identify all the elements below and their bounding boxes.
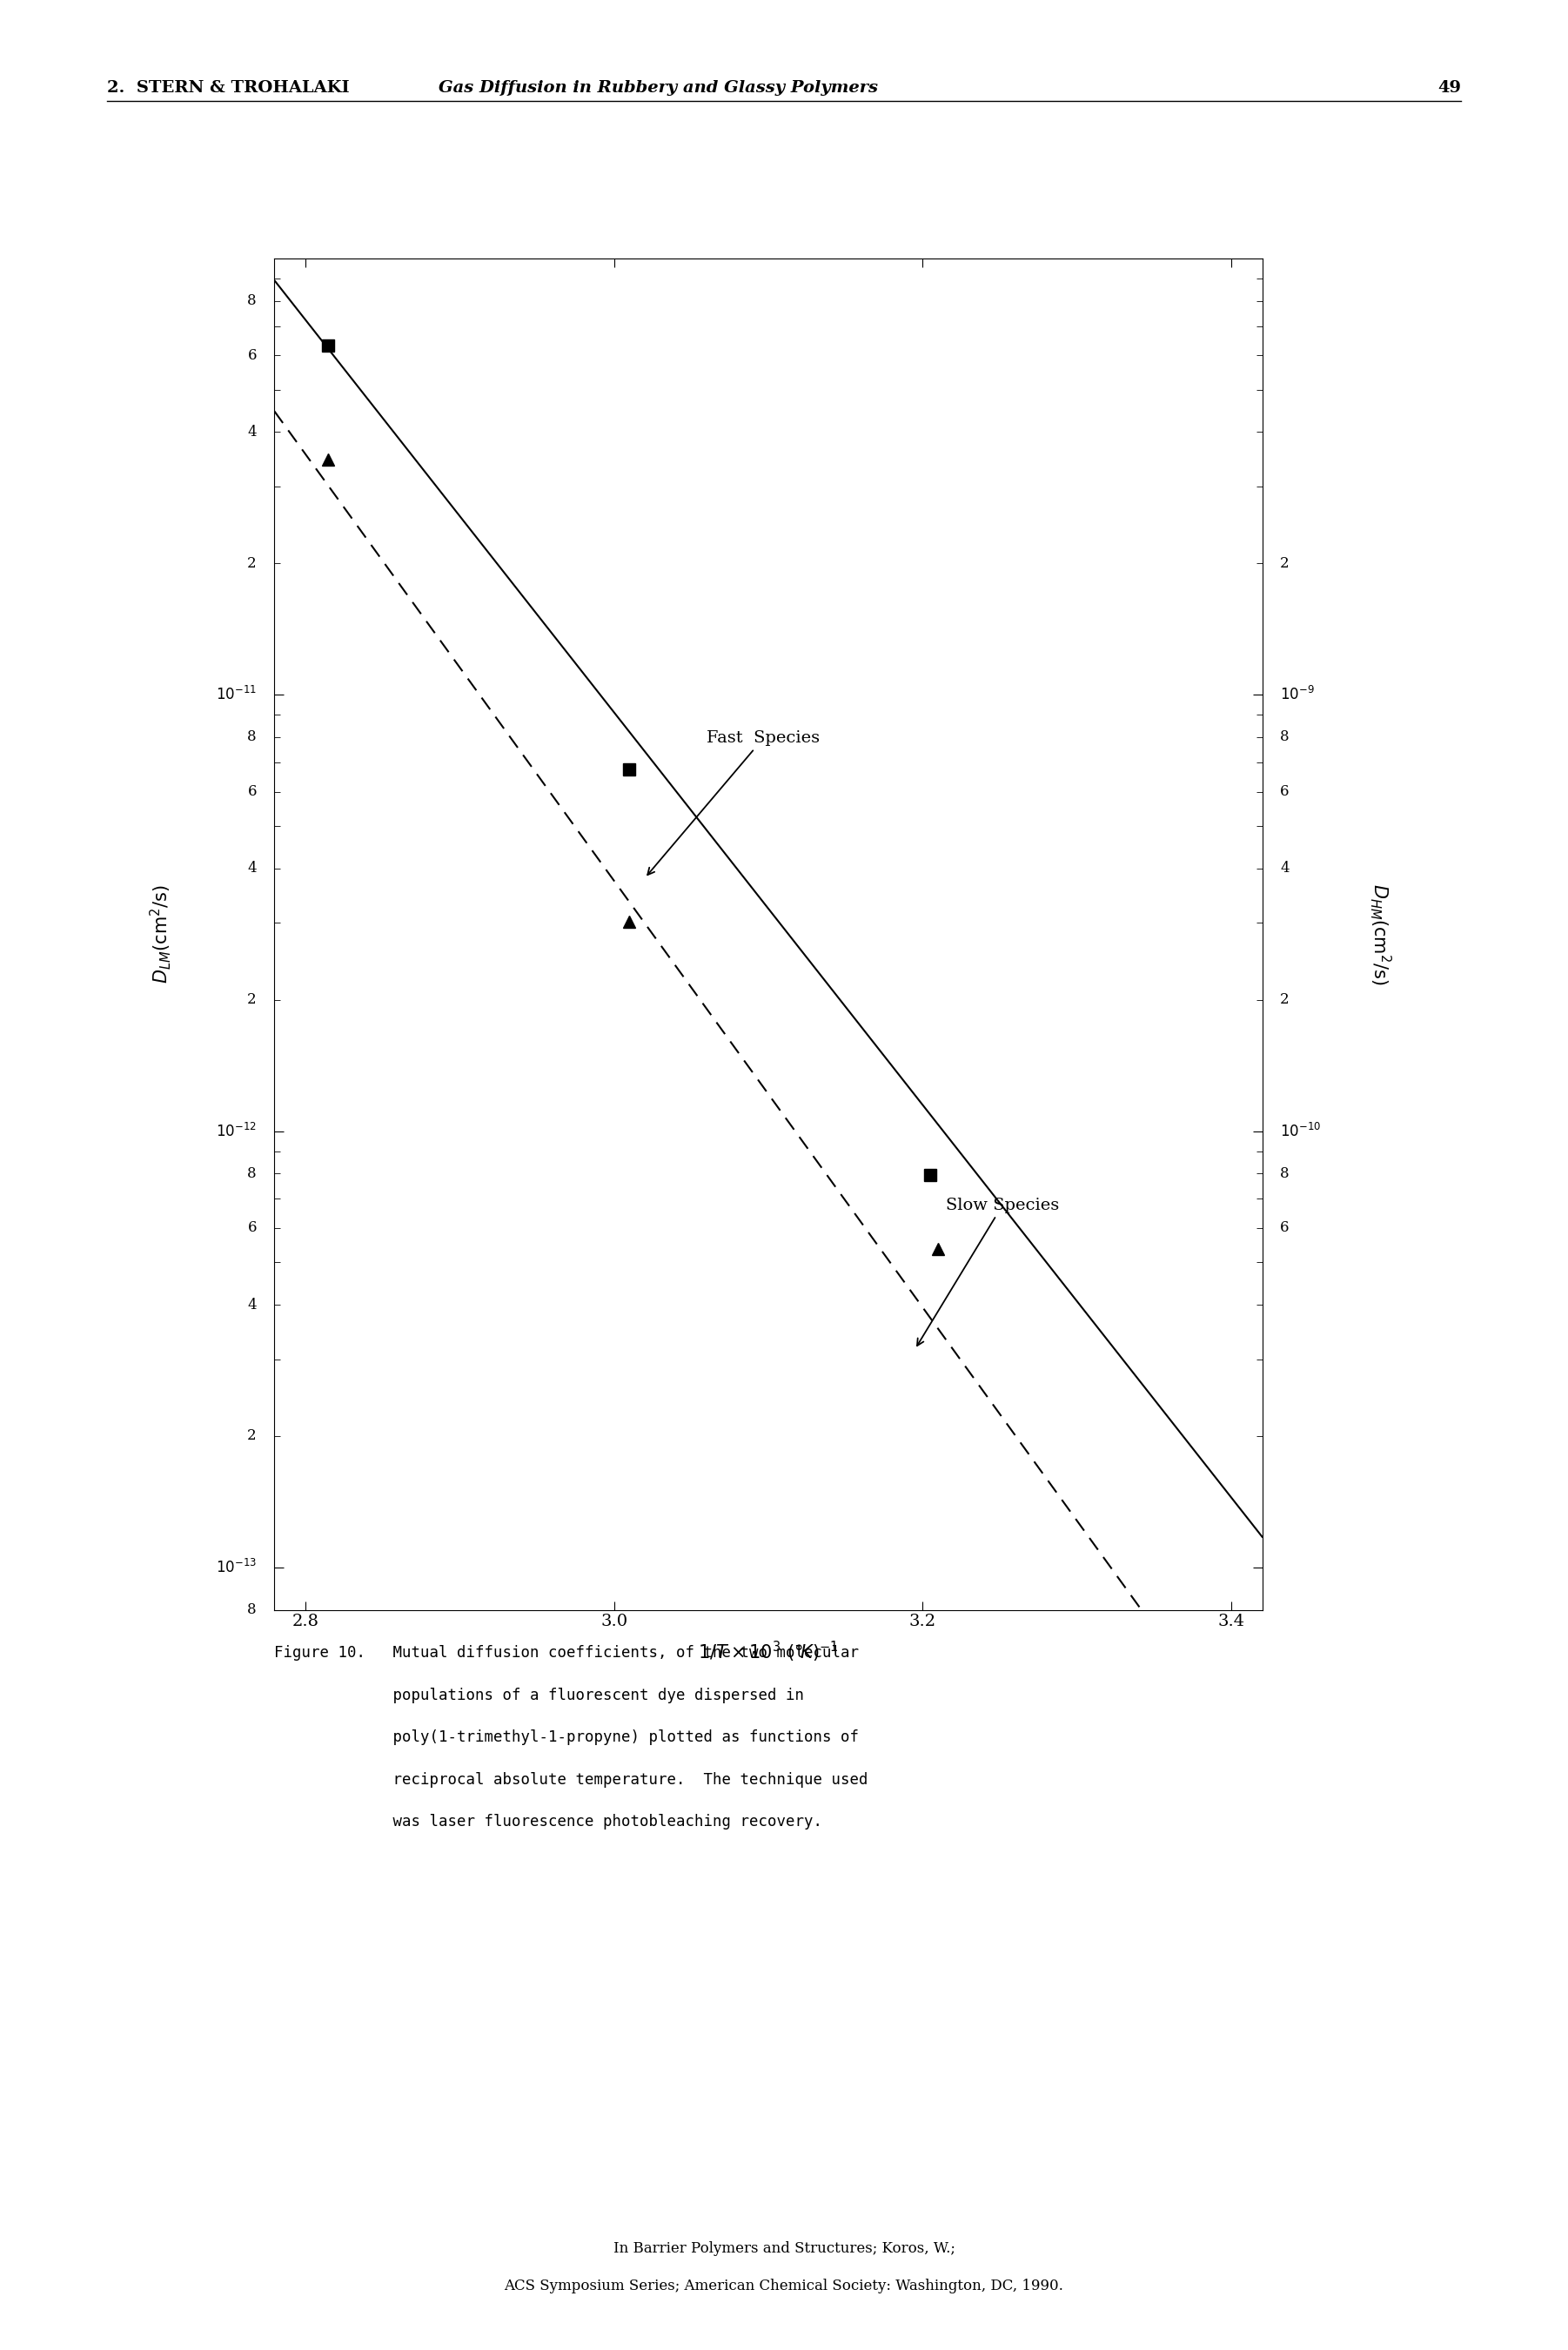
Text: 4: 4 xyxy=(248,1297,257,1311)
Text: 8: 8 xyxy=(248,294,257,308)
Text: 2: 2 xyxy=(1279,992,1289,1008)
Text: ACS Symposium Series; American Chemical Society: Washington, DC, 1990.: ACS Symposium Series; American Chemical … xyxy=(505,2280,1063,2294)
Text: 8: 8 xyxy=(248,731,257,745)
Text: 49: 49 xyxy=(1438,80,1461,96)
Text: 2: 2 xyxy=(248,557,257,571)
Text: Figure 10.   Mutual diffusion coefficients, of the two molecular: Figure 10. Mutual diffusion coefficients… xyxy=(274,1645,859,1661)
Text: 4: 4 xyxy=(248,425,257,439)
Text: 8: 8 xyxy=(248,1166,257,1180)
Text: 6: 6 xyxy=(248,1220,257,1236)
Text: 6: 6 xyxy=(1279,785,1289,799)
Text: 6: 6 xyxy=(1279,1220,1289,1236)
Text: 6: 6 xyxy=(248,785,257,799)
Text: 2.  STERN & TROHALAKI: 2. STERN & TROHALAKI xyxy=(107,80,350,96)
Text: $10^{-10}$: $10^{-10}$ xyxy=(1279,1123,1320,1140)
Text: Slow Species: Slow Species xyxy=(917,1198,1058,1347)
Text: 2: 2 xyxy=(248,992,257,1008)
Text: $10^{-11}$: $10^{-11}$ xyxy=(216,686,257,703)
Text: $10^{-9}$: $10^{-9}$ xyxy=(1279,686,1314,703)
Text: 6: 6 xyxy=(248,348,257,362)
Text: $10^{-12}$: $10^{-12}$ xyxy=(216,1123,257,1140)
Text: 8: 8 xyxy=(1279,731,1289,745)
Text: populations of a fluorescent dye dispersed in: populations of a fluorescent dye dispers… xyxy=(274,1687,804,1704)
Text: poly(1-trimethyl-1-propyne) plotted as functions of: poly(1-trimethyl-1-propyne) plotted as f… xyxy=(274,1730,859,1746)
Text: $10^{-13}$: $10^{-13}$ xyxy=(216,1558,257,1577)
Text: Fast  Species: Fast Species xyxy=(648,731,820,874)
Text: $D_{HM}(\mathrm{cm}^2/\mathrm{s})$: $D_{HM}(\mathrm{cm}^2/\mathrm{s})$ xyxy=(1369,884,1394,985)
Text: reciprocal absolute temperature.  The technique used: reciprocal absolute temperature. The tec… xyxy=(274,1772,869,1788)
Text: 8: 8 xyxy=(1279,1166,1289,1180)
Text: 2: 2 xyxy=(1279,557,1289,571)
Text: In Barrier Polymers and Structures; Koros, W.;: In Barrier Polymers and Structures; Koro… xyxy=(613,2242,955,2256)
Text: 4: 4 xyxy=(248,860,257,877)
Text: $D_{LM}(\mathrm{cm}^2/\mathrm{s})$: $D_{LM}(\mathrm{cm}^2/\mathrm{s})$ xyxy=(149,884,174,985)
Text: 2: 2 xyxy=(248,1429,257,1443)
X-axis label: $1/T \times 10^3\ (°\!K)^{-1}$: $1/T \times 10^3\ (°\!K)^{-1}$ xyxy=(698,1640,839,1664)
Text: was laser fluorescence photobleaching recovery.: was laser fluorescence photobleaching re… xyxy=(274,1814,823,1831)
Text: Gas Diffusion in Rubbery and Glassy Polymers: Gas Diffusion in Rubbery and Glassy Poly… xyxy=(439,80,878,96)
Text: 8: 8 xyxy=(248,1603,257,1617)
Text: 4: 4 xyxy=(1279,860,1289,877)
